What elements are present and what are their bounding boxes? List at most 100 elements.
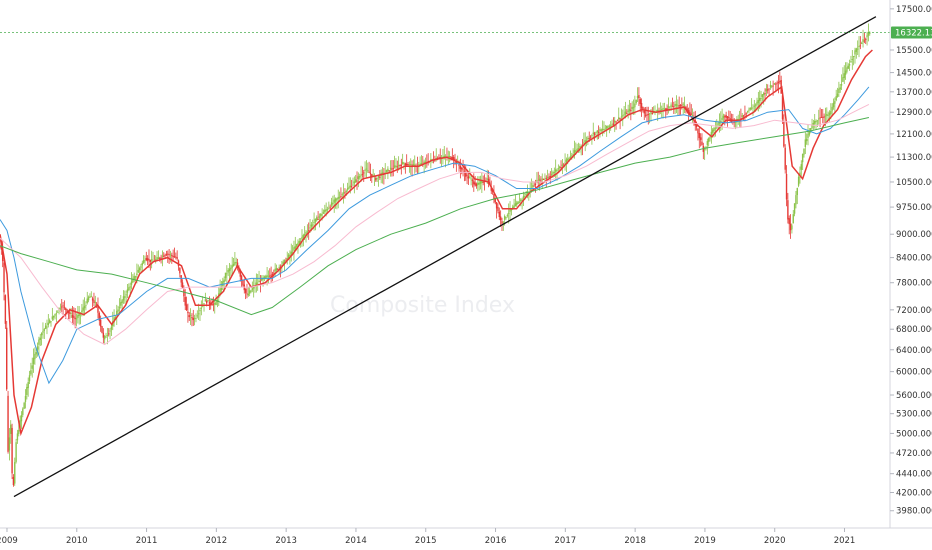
candle (6, 320, 8, 391)
candle (133, 272, 135, 283)
candle (865, 37, 867, 45)
candle (721, 108, 723, 130)
candle-body (797, 176, 800, 186)
candle-body (725, 115, 727, 118)
candle-body (760, 97, 762, 100)
candle-body (462, 169, 464, 171)
candle (57, 310, 59, 313)
candle-body (734, 121, 737, 123)
y-tick-label: 15500.000 (896, 46, 932, 56)
candle (145, 251, 148, 262)
x-axis[interactable]: 2009 2010 2011 2012 2013 2014 2015 2016 2017 2018… (0, 528, 855, 546)
candle (181, 279, 184, 289)
candle (789, 214, 792, 239)
candle-body (419, 163, 421, 165)
candle-body (471, 180, 474, 181)
candle (32, 348, 35, 373)
candle-body (791, 225, 793, 230)
candle-body (70, 313, 72, 315)
candle-body (772, 85, 774, 87)
candle-body (129, 286, 131, 288)
candle (20, 411, 23, 430)
candle (63, 300, 66, 310)
candle-body (332, 203, 334, 205)
candle (250, 289, 252, 294)
candle (240, 274, 243, 288)
candle-body (132, 278, 134, 283)
candle-body (341, 194, 343, 196)
candle-body (20, 415, 23, 422)
candle (340, 187, 342, 199)
candle-body (571, 155, 573, 157)
candle (252, 278, 255, 298)
candle (448, 151, 451, 163)
candle-body (750, 107, 753, 109)
candle-body (604, 128, 607, 130)
candle-body (340, 196, 342, 197)
candle-body (577, 148, 580, 150)
candle-body (741, 115, 743, 117)
candle-body (435, 157, 437, 159)
candle (85, 301, 87, 311)
candle-body (689, 111, 691, 114)
candle-body (40, 333, 43, 336)
candle (859, 36, 862, 50)
candle-body (320, 213, 322, 217)
candle (471, 178, 474, 188)
candle-body (600, 129, 603, 131)
candle (141, 260, 143, 272)
candle-body (222, 281, 224, 287)
candle (12, 474, 15, 487)
candle-body (809, 128, 812, 132)
candle (342, 183, 345, 204)
candle (407, 162, 409, 166)
y-tick-label: 9750.000 (896, 203, 932, 213)
candle (569, 150, 572, 160)
candle (124, 290, 126, 304)
x-tick-label: 2015 (415, 536, 437, 546)
candle-body (643, 110, 645, 114)
candle-body (124, 296, 126, 298)
candle-body (826, 113, 828, 116)
candle-body (792, 214, 794, 224)
candle-body (141, 262, 143, 266)
candle-body (0, 245, 1, 248)
candle-body (769, 84, 772, 88)
candle-body (793, 203, 796, 214)
candle-body (171, 255, 173, 257)
candle (820, 109, 823, 118)
candle-body (789, 223, 792, 231)
candle-body (169, 254, 172, 256)
candle (544, 173, 546, 182)
candle (850, 55, 852, 63)
candle (584, 132, 586, 152)
candle (822, 109, 824, 124)
candle-body (458, 164, 460, 166)
candle-body (505, 217, 507, 218)
candle (852, 55, 855, 66)
candle-body (807, 133, 809, 138)
candle-body (720, 120, 722, 122)
y-tick-label: 6400.000 (896, 346, 932, 356)
x-tick-label: 2021 (834, 536, 856, 546)
candle (393, 155, 396, 169)
candle (154, 255, 157, 264)
candle (169, 250, 172, 263)
candle (34, 347, 36, 365)
candle-body (678, 105, 680, 107)
candle (726, 115, 729, 127)
candle-body (35, 351, 37, 355)
candle (391, 159, 393, 177)
y-tick-label: 4200.000 (896, 489, 932, 499)
candle-body (214, 303, 216, 305)
candle (26, 383, 28, 400)
candle-body (840, 84, 843, 86)
candle (502, 221, 505, 231)
candle-body (197, 313, 200, 315)
y-axis[interactable]: 17500.000 15500.000 14500.000 13700.000 1290… (890, 5, 932, 517)
trendline[interactable] (13, 16, 877, 498)
candle (392, 160, 394, 177)
candle-body (95, 303, 98, 305)
candle (600, 128, 603, 133)
